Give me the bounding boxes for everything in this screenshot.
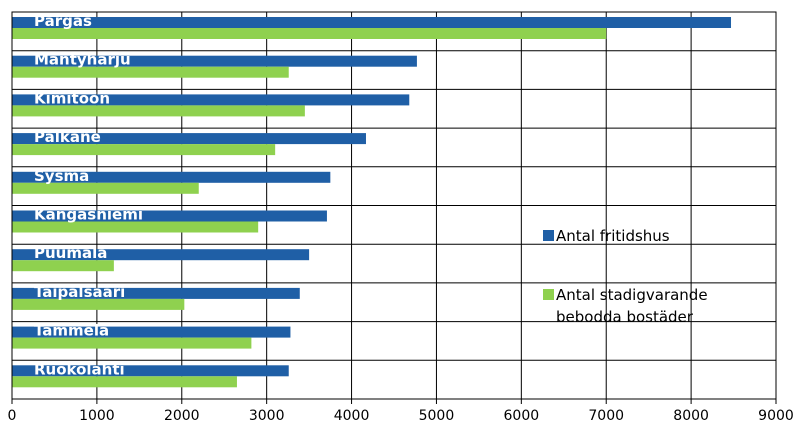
bar-fritidshus-puumala bbox=[12, 249, 310, 261]
bar-stadigvarande-kimitoön bbox=[12, 105, 305, 117]
category-label: Sysmä bbox=[34, 167, 89, 185]
tick-label: 9000 bbox=[758, 408, 794, 424]
bar-stadigvarande-puumala bbox=[12, 260, 114, 272]
category-label: Kangasniemi bbox=[34, 206, 143, 224]
category-label: Puumala bbox=[34, 244, 107, 262]
category-label: Pargas bbox=[34, 12, 92, 30]
bar-fritidshus-kimitoön bbox=[12, 94, 410, 106]
bar-fritidshus-pargas bbox=[12, 17, 732, 28]
bars bbox=[12, 17, 732, 388]
category-label: Mäntyharju bbox=[34, 51, 131, 69]
tick-label: 6000 bbox=[504, 408, 540, 424]
category-label: Ruokolahti bbox=[34, 360, 125, 378]
bar-fritidshus-tammela bbox=[12, 326, 291, 338]
category-labels: Pargas Mäntyharju Kimitoön Pälkäne Sysmä Kang… bbox=[34, 12, 143, 378]
bar-stadigvarande-pälkäne bbox=[12, 144, 276, 156]
tick-label: 7000 bbox=[588, 408, 624, 424]
bar-stadigvarande-mäntyharju bbox=[12, 66, 289, 78]
bar-fritidshus-pälkäne bbox=[12, 133, 366, 145]
bar-stadigvarande-ruokolahti bbox=[12, 376, 237, 388]
tick-label: 0 bbox=[8, 408, 17, 424]
legend-swatch bbox=[543, 230, 554, 241]
tick-label: 3000 bbox=[249, 408, 285, 424]
tick-label: 4000 bbox=[334, 408, 370, 424]
bar-stadigvarande-pargas bbox=[12, 28, 607, 39]
category-label: Pälkäne bbox=[34, 128, 101, 146]
tick-label: 1000 bbox=[79, 408, 115, 424]
legend: Antal fritidshus Antal stadigvarande bebod… bbox=[543, 227, 708, 326]
bar-fritidshus-sysmä bbox=[12, 171, 331, 183]
tick-label: 8000 bbox=[673, 408, 709, 424]
bar-stadigvarande-tammela bbox=[12, 337, 252, 349]
legend-label: Antal fritidshus bbox=[556, 227, 670, 245]
legend-label: bebodda bostäder bbox=[556, 308, 694, 326]
bar-fritidshus-taipalsaari bbox=[12, 287, 300, 299]
bar-fritidshus-mäntyharju bbox=[12, 55, 417, 67]
x-axis-ticks: 0 1000 2000 3000 4000 5000 6000 7000 8000 9000 bbox=[8, 399, 794, 424]
legend-label: Antal stadigvarande bbox=[556, 286, 708, 304]
legend-swatch bbox=[543, 289, 554, 300]
plot-frame bbox=[11, 11, 777, 400]
tick-label: 2000 bbox=[164, 408, 200, 424]
bar-fritidshus-ruokolahti bbox=[12, 365, 289, 377]
category-label: Tammela bbox=[34, 322, 109, 340]
bar-fritidshus-kangasniemi bbox=[12, 210, 327, 222]
bar-stadigvarande-taipalsaari bbox=[12, 298, 185, 310]
gridlines bbox=[12, 12, 776, 399]
bar-stadigvarande-kangasniemi bbox=[12, 221, 259, 233]
tick-label: 5000 bbox=[419, 408, 455, 424]
category-label: Taipalsaari bbox=[34, 283, 125, 301]
category-label: Kimitoön bbox=[34, 89, 110, 107]
bar-stadigvarande-sysmä bbox=[12, 182, 199, 194]
